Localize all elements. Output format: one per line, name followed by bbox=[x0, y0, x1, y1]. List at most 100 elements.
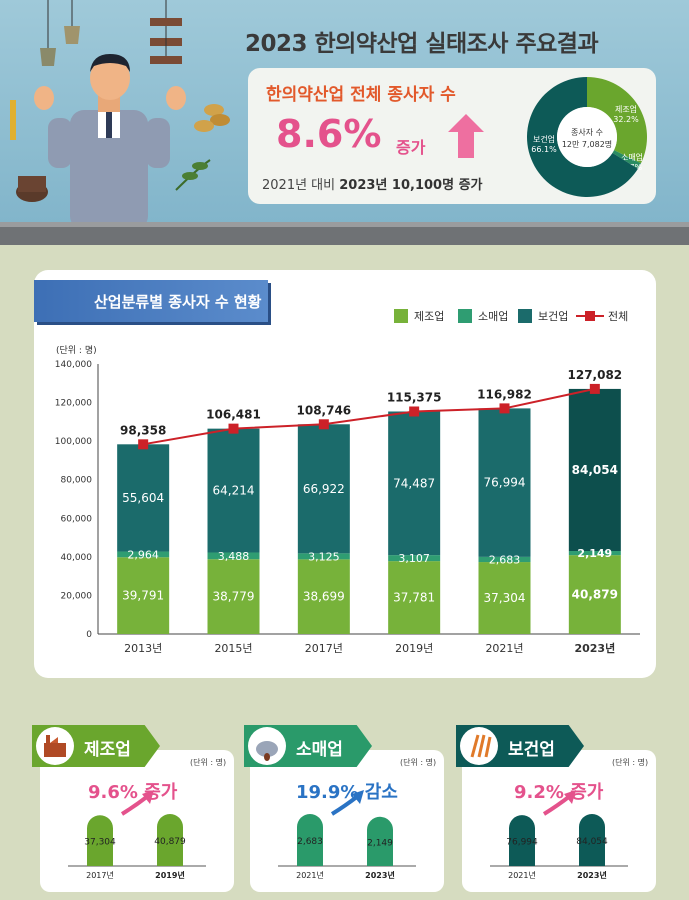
data-label-manufacturing: 38,699 bbox=[303, 590, 345, 604]
legend-label: 보건업 bbox=[538, 310, 569, 323]
y-tick-label: 60,000 bbox=[61, 514, 93, 524]
bar-retail bbox=[207, 552, 260, 560]
x-tick-label: 2021년 bbox=[485, 642, 523, 655]
panel-unit: (단위 : 명) bbox=[400, 758, 437, 767]
legend-item-manufacturing: 제조업 bbox=[394, 308, 444, 324]
data-label-health: 74,487 bbox=[393, 476, 435, 490]
tab-retail: 소매업 bbox=[244, 725, 372, 767]
summary-label: 한의약산업 전체 종사자 수 bbox=[266, 85, 456, 105]
bar-manufacturing bbox=[478, 562, 531, 634]
bar-manufacturing bbox=[297, 559, 350, 634]
mini-year-label: 2019년 bbox=[155, 870, 185, 880]
data-label-health: 66,922 bbox=[303, 482, 345, 496]
mini-bar-label: 37,304 bbox=[84, 838, 116, 848]
data-label-retail: 2,149 bbox=[577, 547, 612, 560]
y-tick-label: 80,000 bbox=[61, 476, 93, 486]
y-tick-label: 140,000 bbox=[55, 360, 92, 370]
mini-bar bbox=[509, 815, 535, 866]
summary-card: 한의약산업 전체 종사자 수 8.6% 증가 2021년 대비 2023년 10… bbox=[248, 68, 656, 204]
mini-year-label: 2021년 bbox=[296, 870, 324, 880]
panel-change: 9.6% 증가 bbox=[88, 782, 178, 803]
mini-bar bbox=[367, 816, 393, 866]
legend-swatch bbox=[518, 309, 532, 323]
donut-hole bbox=[557, 107, 617, 167]
bar-manufacturing bbox=[207, 559, 260, 634]
trend-arrow-icon bbox=[330, 794, 360, 816]
x-tick-label: 2015년 bbox=[214, 642, 252, 655]
mini-year-label: 2017년 bbox=[86, 870, 114, 880]
data-label-total: 116,982 bbox=[477, 387, 532, 401]
summary-note-prefix: 2021년 대비 bbox=[262, 178, 336, 193]
total-marker bbox=[409, 406, 420, 417]
donut-center-line2: 12만 7,082명 bbox=[562, 139, 612, 149]
legend-label: 제조업 bbox=[414, 310, 445, 323]
donut-slice-name: 제조업 bbox=[615, 105, 637, 114]
summary-note-value: 2023년 10,100명 증가 bbox=[339, 178, 483, 193]
data-label-manufacturing: 38,779 bbox=[213, 590, 255, 604]
data-label-total: 115,375 bbox=[387, 390, 442, 404]
data-label-retail: 2,964 bbox=[127, 548, 159, 561]
data-label-total: 127,082 bbox=[568, 368, 623, 382]
legend-swatch bbox=[394, 309, 408, 323]
panel-unit: (단위 : 명) bbox=[612, 758, 649, 767]
mini-bar-label: 76,994 bbox=[506, 838, 538, 848]
data-label-health: 55,604 bbox=[122, 491, 164, 505]
legend-label: 소매업 bbox=[478, 310, 509, 323]
data-label-retail: 3,125 bbox=[308, 550, 340, 563]
total-marker bbox=[138, 439, 149, 450]
mini-bar-label: 84,054 bbox=[576, 837, 608, 847]
legend-item-retail: 소매업 bbox=[458, 308, 508, 324]
tab-manufacturing: 제조업 bbox=[32, 725, 160, 767]
data-label-total: 98,358 bbox=[120, 423, 166, 437]
chart-unit: (단위 : 명) bbox=[56, 346, 97, 356]
donut-slice-name: 소매업 bbox=[621, 153, 643, 162]
tab-label: 제조업 bbox=[84, 740, 131, 760]
panel-retail bbox=[250, 750, 444, 892]
data-label-retail: 2,683 bbox=[489, 553, 521, 566]
panel-change: 9.2% 증가 bbox=[514, 782, 604, 803]
bar-health bbox=[388, 411, 441, 556]
data-label-total: 108,746 bbox=[297, 403, 352, 417]
trend-arrow-icon bbox=[542, 794, 572, 816]
mini-year-label: 2023년 bbox=[577, 870, 607, 880]
donut-slice-name: 보건업 bbox=[533, 134, 555, 144]
x-tick-label: 2019년 bbox=[395, 642, 433, 655]
bar-retail bbox=[297, 553, 350, 560]
y-tick-label: 40,000 bbox=[61, 553, 93, 563]
total-marker bbox=[318, 419, 329, 430]
total-marker bbox=[589, 383, 600, 394]
data-label-manufacturing: 40,879 bbox=[572, 588, 618, 602]
mini-bar bbox=[157, 814, 183, 866]
bar-retail bbox=[478, 556, 531, 563]
data-label-health: 76,994 bbox=[484, 476, 526, 490]
y-tick-label: 0 bbox=[86, 630, 92, 640]
data-label-retail: 3,107 bbox=[398, 552, 430, 565]
mini-year-label: 2021년 bbox=[508, 870, 536, 880]
bar-health bbox=[478, 408, 531, 557]
donut-slice bbox=[587, 77, 647, 164]
tab-label: 소매업 bbox=[296, 740, 343, 760]
bar-manufacturing bbox=[568, 555, 621, 634]
donut-slice bbox=[612, 150, 641, 169]
bar-health bbox=[568, 388, 621, 552]
bar-health bbox=[297, 424, 350, 554]
mini-bar bbox=[297, 814, 323, 866]
trend-arrowhead-icon bbox=[564, 790, 576, 804]
bar-manufacturing bbox=[388, 561, 441, 634]
summary-note: 2021년 대비 2023년 10,100명 증가 bbox=[262, 174, 483, 193]
panel-manufacturing bbox=[40, 750, 234, 892]
donut-slice-label: 32.2% bbox=[613, 115, 639, 124]
y-tick-label: 20,000 bbox=[61, 591, 93, 601]
trend-arrowhead-icon bbox=[142, 790, 154, 804]
factory-icon bbox=[36, 727, 74, 765]
mini-bar bbox=[579, 814, 605, 866]
mini-bar-label: 2,683 bbox=[297, 837, 323, 847]
donut-center-line1: 종사자 수 bbox=[571, 128, 603, 137]
trend-arrow-icon bbox=[120, 794, 150, 816]
legend-label: 전체 bbox=[608, 310, 629, 323]
summary-percent: 8.6% bbox=[276, 112, 382, 156]
y-tick-label: 100,000 bbox=[55, 437, 92, 447]
panel-health bbox=[462, 750, 656, 892]
